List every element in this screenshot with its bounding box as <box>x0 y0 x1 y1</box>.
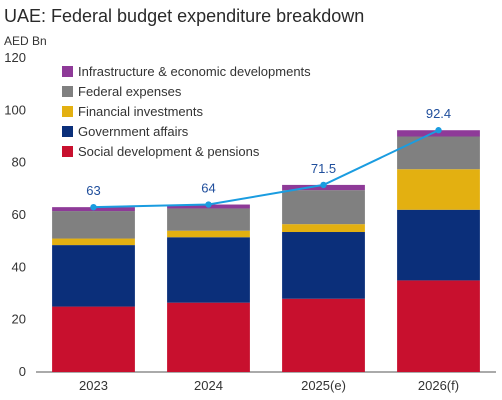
total-line <box>93 129 439 209</box>
legend-swatch <box>62 66 73 77</box>
legend-swatch <box>62 86 73 97</box>
y-tick-label: 80 <box>12 155 26 170</box>
legend-label: Federal expenses <box>78 84 182 99</box>
bar-segment-government-affairs-2025-e <box>282 232 365 299</box>
legend-label: Financial investments <box>78 104 203 119</box>
bar-segment-government-affairs-2023 <box>52 245 135 307</box>
y-tick-label: 40 <box>12 259 26 274</box>
bar-segment-social-development-pensions-2024 <box>167 302 250 372</box>
bar-segment-financial-investments-2026-f <box>397 169 480 210</box>
total-data-label: 92.4 <box>426 106 451 121</box>
bar-segment-financial-investments-2025-e <box>282 224 365 233</box>
bar-segment-social-development-pensions-2026-f <box>397 280 480 372</box>
bar-segment-financial-investments-2024 <box>167 230 250 238</box>
bar-segment-government-affairs-2026-f <box>397 209 480 281</box>
y-tick-label: 100 <box>4 102 26 117</box>
x-tick-label: 2023 <box>79 378 108 393</box>
bar-segment-federal-expenses-2023 <box>52 211 135 239</box>
bar-segment-federal-expenses-2026-f <box>397 136 480 170</box>
chart-title: UAE: Federal budget expenditure breakdow… <box>4 6 365 26</box>
total-point <box>205 201 212 208</box>
total-point <box>435 127 442 134</box>
bar-segment-financial-investments-2023 <box>52 238 135 246</box>
x-tick-label: 2025(e) <box>301 378 346 393</box>
total-point <box>320 181 327 189</box>
x-tick-label: 2026(f) <box>418 378 459 393</box>
y-tick-label: 0 <box>19 364 26 379</box>
legend-label: Social development & pensions <box>78 144 260 159</box>
bar-segment-federal-expenses-2024 <box>167 208 250 231</box>
legend-label: Government affairs <box>78 124 189 139</box>
x-tick-label: 2024 <box>194 378 223 393</box>
bar-segment-social-development-pensions-2025-e <box>282 298 365 372</box>
total-data-label: 63 <box>86 183 100 198</box>
total-data-label: 71.5 <box>311 161 336 176</box>
y-axis-unit-label: AED Bn <box>4 34 47 48</box>
bar-segment-government-affairs-2024 <box>167 237 250 303</box>
legend-swatch <box>62 106 73 117</box>
y-tick-label: 60 <box>12 207 26 222</box>
legend-swatch <box>62 126 73 137</box>
bar-segment-federal-expenses-2025-e <box>282 190 365 225</box>
y-tick-label: 20 <box>12 312 26 327</box>
legend-swatch <box>62 146 73 157</box>
total-data-label: 64 <box>201 181 215 196</box>
bar-segment-social-development-pensions-2023 <box>52 306 135 372</box>
y-tick-label: 120 <box>4 50 26 65</box>
total-point <box>90 203 97 211</box>
legend-label: Infrastructure & economic developments <box>78 64 311 79</box>
